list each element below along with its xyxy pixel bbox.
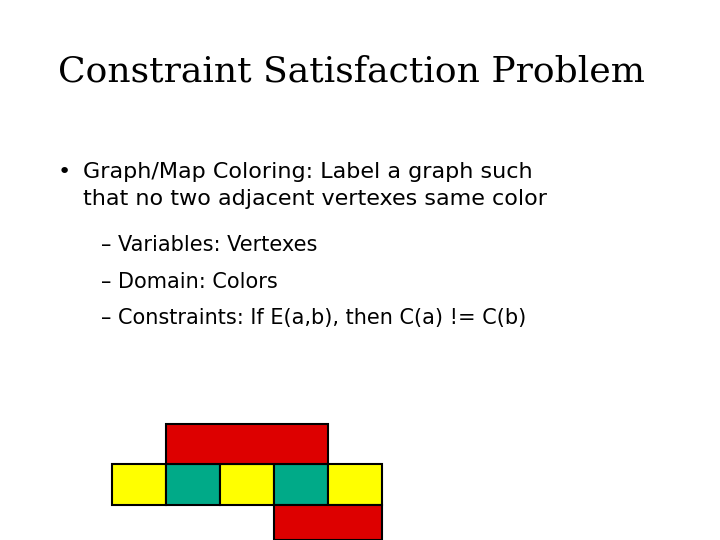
- Text: – Domain: Colors: – Domain: Colors: [101, 272, 277, 292]
- Text: Constraint Satisfaction Problem: Constraint Satisfaction Problem: [58, 54, 644, 88]
- Text: – Constraints: If E(a,b), then C(a) != C(b): – Constraints: If E(a,b), then C(a) != C…: [101, 308, 526, 328]
- Text: – Variables: Vertexes: – Variables: Vertexes: [101, 235, 318, 255]
- Text: Graph/Map Coloring: Label a graph such
that no two adjacent vertexes same color: Graph/Map Coloring: Label a graph such t…: [83, 162, 546, 209]
- Text: •: •: [58, 162, 71, 182]
